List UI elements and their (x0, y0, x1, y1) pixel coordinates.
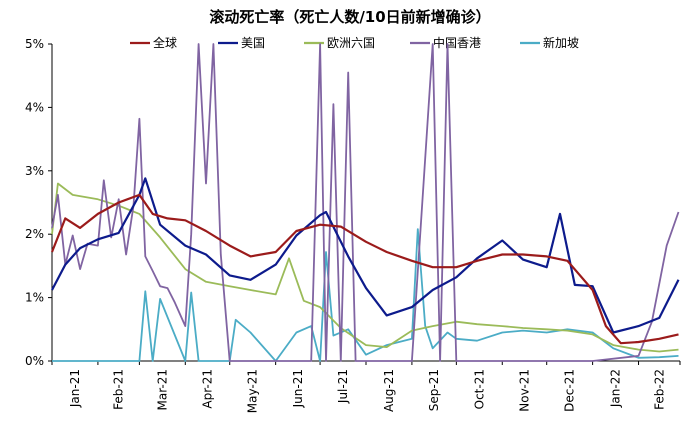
series-line-1 (51, 177, 680, 334)
x-tick-label: Mar-21 (155, 369, 169, 410)
x-axis: Jan-21 Feb-21 Mar-21 Apr-21 May-21 Jun-21 Jul-… (51, 360, 681, 413)
x-tick-label: May-21 (246, 369, 260, 413)
x-tick-label: Jul-21 (336, 369, 350, 404)
legend-label: 中国香港 (433, 35, 481, 50)
y-tick-label: 5% (25, 37, 44, 51)
series-line-4 (52, 228, 679, 362)
x-tick-label: Aug-21 (382, 369, 396, 412)
legend: 全球 美国 欧洲六国 中国香港 新加坡 (130, 35, 579, 50)
y-axis: 0% 1% 2% 3% 4% 5% (25, 37, 53, 368)
series-line-3 (51, 43, 680, 362)
legend-label: 全球 (153, 35, 177, 50)
y-tick-label: 0% (25, 354, 44, 368)
y-tick-label: 2% (25, 227, 44, 241)
x-tick-label: Oct-21 (472, 369, 486, 409)
x-tick-label: Sep-21 (427, 369, 441, 411)
legend-label: 新加坡 (543, 35, 579, 50)
x-tick-label: Jan-21 (68, 369, 82, 408)
y-tick-label: 3% (25, 164, 44, 178)
x-tick-label: Jan-22 (609, 369, 623, 408)
x-tick-label: Apr-21 (201, 369, 215, 409)
x-tick-label: Feb-22 (652, 369, 666, 410)
chart-title: 滚动死亡率（死亡人数/10日前新增确诊） (209, 8, 490, 26)
series-line-0 (50, 193, 679, 345)
x-tick-label: Dec-21 (563, 369, 577, 412)
x-tick-label: Jun-21 (291, 369, 305, 408)
legend-label: 欧洲六国 (327, 36, 375, 50)
series-line-2 (51, 182, 679, 353)
plot-area (50, 43, 680, 362)
x-tick-label: Feb-21 (112, 369, 126, 410)
x-tick-label: Nov-21 (517, 369, 531, 412)
y-tick-label: 4% (25, 100, 44, 114)
y-tick-label: 1% (25, 291, 44, 305)
legend-label: 美国 (241, 36, 265, 50)
